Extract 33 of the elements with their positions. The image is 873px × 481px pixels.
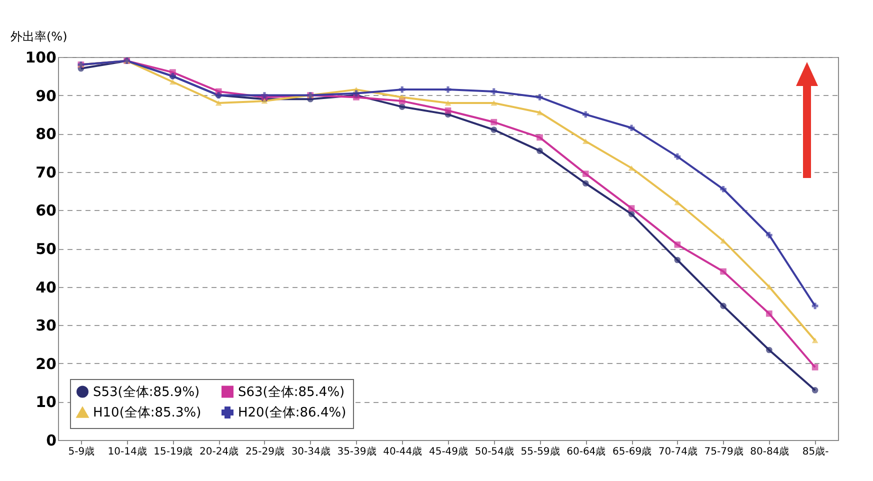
x-tick-label: 65-69歳 (612, 446, 652, 458)
x-tick-label: 50-54歳 (474, 446, 514, 458)
x-tick-label: 25-29歳 (245, 446, 284, 458)
y-tick-label: 50 (36, 240, 56, 258)
x-tick-label: 5-9歳 (68, 446, 95, 458)
x-tick-label: 30-34歳 (291, 446, 330, 458)
y-tick-label: 100 (25, 48, 56, 66)
y-tick-label: 40 (36, 278, 56, 296)
x-tick-label: 35-39歳 (337, 446, 376, 458)
x-tick-label: 45-49歳 (428, 446, 468, 458)
x-tick-label: 85歳- (802, 446, 830, 458)
y-tick-label: 20 (36, 354, 56, 373)
x-tick-label: 75-79歳 (704, 446, 744, 458)
y-tick-label: 60 (36, 202, 56, 220)
legend-label: H10(全体:85.3%) (93, 406, 202, 420)
x-tick-label: 40-44歳 (383, 446, 422, 458)
y-tick-label: 90 (36, 86, 56, 105)
y-tick-label: 80 (36, 125, 56, 144)
x-tick-label: 20-24歳 (200, 446, 239, 458)
legend-label: S53(全体:85.9%) (93, 384, 200, 400)
x-tick-label: 70-74歳 (658, 446, 698, 458)
x-tick-label: 55-59歳 (520, 446, 560, 458)
x-tick-label: 15-19歳 (154, 446, 193, 458)
legend-label: S63(全体:85.4%) (238, 384, 345, 400)
y-tick-label: 30 (36, 316, 56, 335)
x-tick-label: 10-14歳 (108, 446, 147, 458)
y-tick-label: 10 (36, 393, 56, 412)
x-tick-label: 80-84歳 (750, 446, 790, 458)
x-tick-label: 60-64歳 (566, 446, 606, 458)
y-axis-title: 外出率(%) (10, 30, 68, 44)
y-tick-label: 70 (36, 163, 56, 182)
y-tick-label: 0 (46, 432, 56, 450)
legend-label: H20(全体:86.4%) (238, 406, 346, 420)
